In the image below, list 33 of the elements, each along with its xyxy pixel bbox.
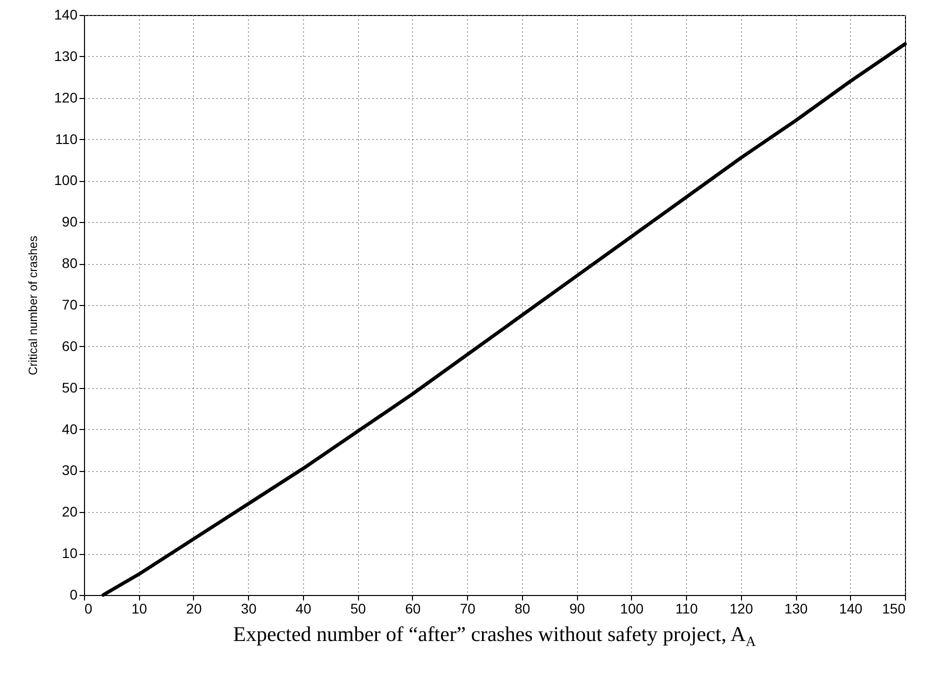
y-tick-label: 100 — [54, 172, 78, 188]
x-tick-label: 20 — [186, 600, 202, 616]
y-tick-label: 130 — [54, 48, 78, 64]
y-tick-label: 0 — [70, 586, 78, 602]
x-tick-label: 30 — [240, 600, 257, 616]
x-tick-label: 50 — [350, 600, 366, 616]
x-tick-label: 100 — [620, 600, 644, 616]
y-tick-label: 20 — [62, 504, 78, 520]
x-tick-label: 0 — [84, 600, 92, 616]
x-tick-label: 80 — [514, 600, 530, 616]
y-tick-label: 10 — [62, 545, 78, 562]
x-tick-label: 140 — [839, 600, 863, 616]
y-tick-label: 40 — [62, 420, 78, 437]
x-axis-title: Expected number of “after” crashes without safety project, A$_{A}$ — [232, 622, 757, 652]
x-tick-label: 70 — [460, 600, 476, 616]
y-tick-label: 30 — [62, 462, 78, 478]
y-tick-label: 50 — [62, 379, 78, 396]
y-tick-label: 70 — [62, 296, 78, 312]
x-tick-label: 150 — [882, 600, 906, 616]
y-tick-label: 120 — [54, 89, 78, 106]
y-tick-label: 80 — [62, 255, 78, 272]
y-tick-label: 90 — [62, 214, 78, 230]
x-tick-label: 90 — [569, 600, 586, 616]
x-tick-label: 60 — [405, 600, 421, 616]
y-tick-label: 110 — [55, 130, 78, 147]
x-tick-label: 10 — [131, 600, 148, 616]
y-tick-label: 60 — [62, 338, 78, 354]
x-tick-label: 40 — [296, 600, 312, 616]
y-axis-title: Critical number of crashes — [26, 236, 40, 376]
x-tick-label: 130 — [784, 600, 808, 616]
x-tick-label: 110 — [675, 600, 698, 616]
y-tick-label: 140 — [54, 6, 78, 22]
x-tick-label: 120 — [730, 600, 754, 616]
